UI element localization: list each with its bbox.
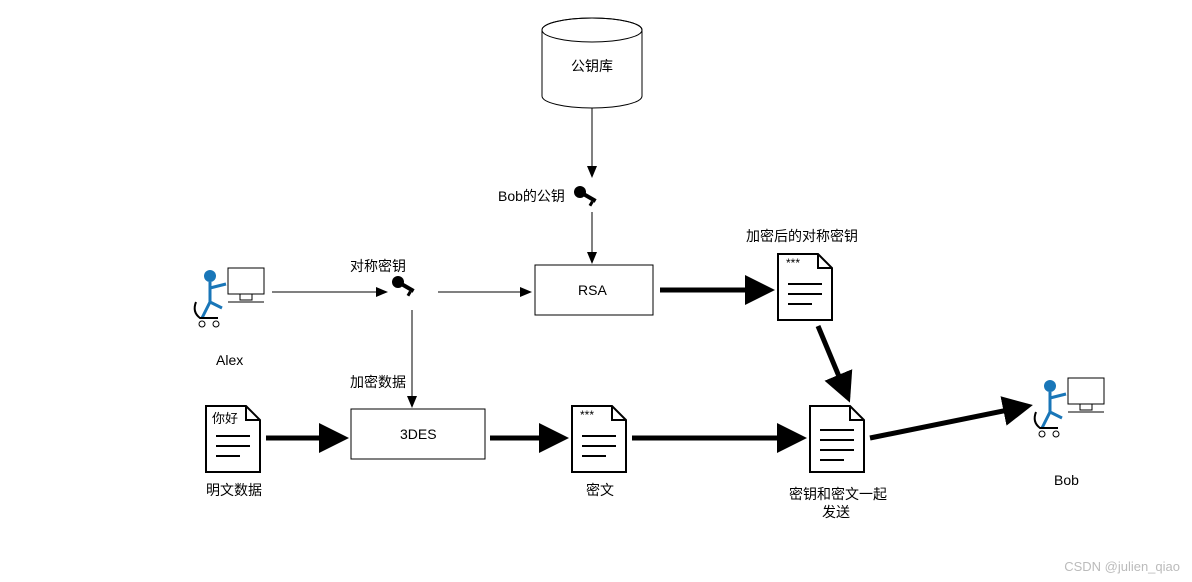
plaintext-doc-label: 你好 bbox=[212, 408, 238, 427]
watermark: CSDN @julien_qiao bbox=[1064, 559, 1180, 574]
bob-pubkey-icon bbox=[574, 186, 597, 207]
edge-encsymkey-bundle bbox=[818, 326, 848, 398]
bundle-doc-icon bbox=[810, 406, 864, 472]
bob-pubkey-label: Bob的公钥 bbox=[498, 186, 565, 206]
keystore-label: 公钥库 bbox=[566, 56, 618, 76]
bob-label: Bob bbox=[1054, 472, 1079, 488]
bundle-caption-2: 发送 bbox=[822, 502, 850, 522]
enc-data-label: 加密数据 bbox=[350, 372, 406, 392]
sym-key-icon bbox=[392, 276, 415, 297]
tdes-label: 3DES bbox=[400, 426, 437, 442]
enc-symkey-caption: 加密后的对称密钥 bbox=[746, 226, 858, 246]
bob-icon bbox=[1035, 378, 1104, 437]
alex-label: Alex bbox=[216, 352, 243, 368]
ciphertext-caption: 密文 bbox=[586, 480, 614, 500]
alex-icon bbox=[195, 268, 264, 327]
plaintext-caption: 明文数据 bbox=[206, 480, 262, 500]
bundle-caption-1: 密钥和密文一起 bbox=[788, 484, 888, 504]
rsa-label: RSA bbox=[578, 282, 607, 298]
ciphertext-doc-label: *** bbox=[580, 408, 594, 422]
enc-symkey-doc-label: *** bbox=[786, 256, 800, 270]
edge-bundle-bob bbox=[870, 406, 1028, 438]
diagram-canvas: 公钥库 Bob的公钥 对称密钥 加密数据 Alex Bob RSA 3DES 你… bbox=[0, 0, 1192, 582]
sym-key-label: 对称密钥 bbox=[350, 256, 406, 276]
